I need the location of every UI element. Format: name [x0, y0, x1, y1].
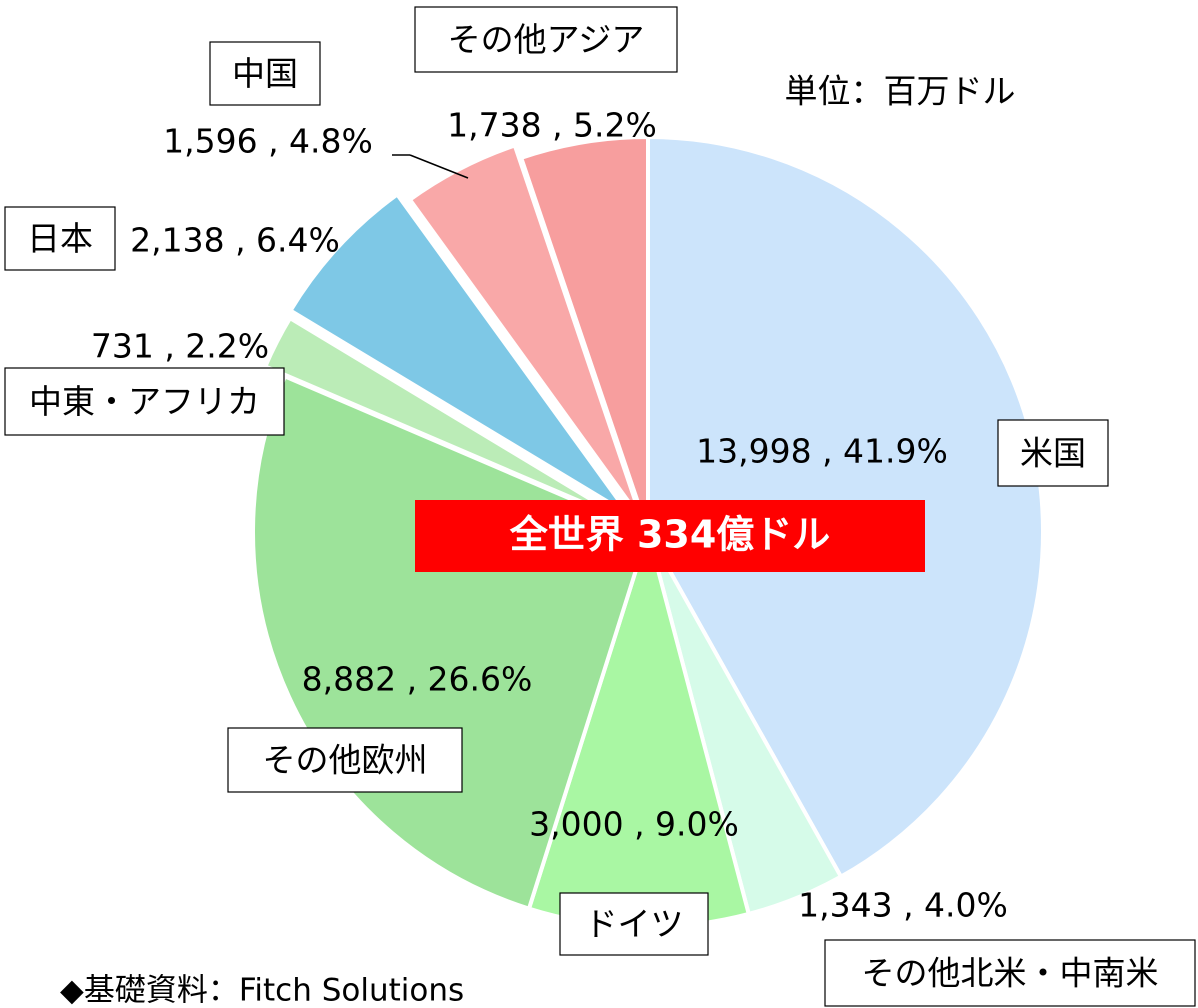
category-label: ドイツ — [585, 905, 684, 944]
category-box — [824, 939, 1196, 1007]
pie-slice — [287, 191, 631, 517]
data-label: 1,596 , 4.8% — [163, 122, 373, 161]
chart-title: 全世界 334億ドル — [509, 513, 831, 557]
category-label: その他アジア — [448, 20, 645, 59]
pie-slice — [518, 134, 650, 533]
category-box — [4, 206, 116, 271]
data-label: 8,882 , 26.6% — [302, 660, 533, 699]
data-label: 3,000 , 9.0% — [529, 805, 739, 844]
category-box — [4, 367, 285, 436]
pie — [251, 134, 1045, 929]
data-label: 2,138 , 6.4% — [130, 221, 340, 260]
category-label: 中東・アフリカ — [29, 382, 260, 421]
category-label: 米国 — [1020, 434, 1086, 473]
category-box — [414, 6, 678, 73]
data-label: 1,343 , 4.0% — [798, 886, 1008, 925]
category-box — [997, 419, 1109, 487]
leader-line — [409, 154, 469, 179]
unit-note: 単位：百万ドル — [785, 72, 1016, 111]
pie-slice — [262, 315, 630, 524]
source-note: ◆基礎資料：Fitch Solutions — [60, 973, 464, 1008]
category-label: 日本 — [27, 219, 93, 258]
data-label: 731 , 2.2% — [91, 327, 269, 366]
data-label: 1,738 , 5.2% — [447, 106, 657, 145]
category-label: その他北米・中南米 — [862, 954, 1159, 993]
category-box — [559, 892, 709, 956]
category-box — [209, 41, 321, 106]
category-label: その他欧州 — [263, 741, 428, 780]
category-box — [227, 727, 463, 793]
data-label: 13,998 , 41.9% — [696, 432, 948, 471]
pie-slice — [407, 142, 644, 521]
category-label: 中国 — [232, 54, 298, 93]
title-box — [415, 500, 925, 572]
